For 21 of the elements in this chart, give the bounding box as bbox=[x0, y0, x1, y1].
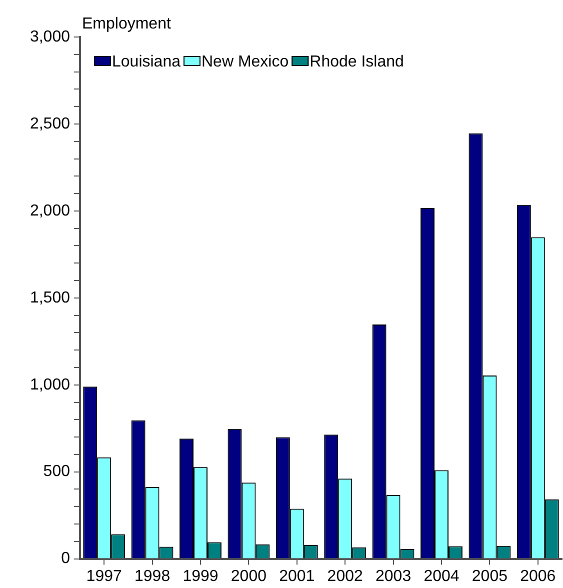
legend-label: Rhode Island bbox=[310, 53, 404, 70]
x-tick-label: 1998 bbox=[134, 568, 170, 585]
legend-label: New Mexico bbox=[202, 53, 289, 70]
x-tick-label: 2003 bbox=[376, 568, 412, 585]
y-tick-label: 2,000 bbox=[30, 202, 70, 220]
y-tick-label: 3,000 bbox=[30, 28, 70, 46]
y-axis-title: Employment bbox=[82, 15, 172, 32]
x-tick-label: 1999 bbox=[182, 568, 218, 585]
x-tick-label: 2005 bbox=[472, 568, 508, 585]
x-tick-label: 2002 bbox=[327, 568, 363, 585]
y-tick-label: 1,500 bbox=[30, 289, 70, 306]
y-tick-label: 500 bbox=[43, 463, 70, 480]
y-tick-label: 0 bbox=[61, 550, 70, 568]
y-tick-label: 2,500 bbox=[30, 115, 70, 132]
x-tick-label: 2006 bbox=[520, 568, 556, 585]
y-tick-label: 1,000 bbox=[30, 376, 70, 394]
x-tick-label: 2000 bbox=[230, 568, 267, 585]
legend-label: Louisiana bbox=[112, 53, 181, 70]
x-tick-label: 1997 bbox=[86, 568, 122, 585]
x-tick-label: 2001 bbox=[279, 568, 315, 585]
x-tick-label: 2004 bbox=[424, 568, 460, 585]
